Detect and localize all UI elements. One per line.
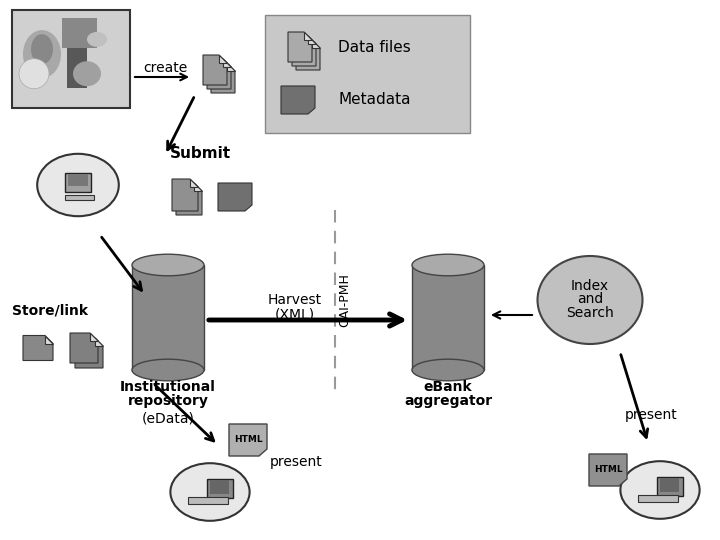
Polygon shape [218,183,252,211]
Text: Store/link: Store/link [12,303,88,317]
Polygon shape [292,36,316,66]
Text: Harvest: Harvest [268,293,322,307]
Text: present: present [270,455,323,469]
Text: HTML: HTML [234,435,262,444]
Text: Data files: Data files [338,39,410,55]
Polygon shape [176,183,202,215]
Ellipse shape [37,154,119,216]
Polygon shape [223,59,231,67]
FancyBboxPatch shape [657,476,683,496]
Polygon shape [288,32,312,62]
Polygon shape [23,335,53,361]
Polygon shape [308,36,316,44]
Text: OAI-PMH: OAI-PMH [338,273,351,327]
Polygon shape [190,179,198,187]
Text: HTML: HTML [594,465,622,475]
FancyBboxPatch shape [62,18,97,48]
Ellipse shape [171,463,250,521]
Text: Index: Index [571,279,609,293]
Ellipse shape [23,30,61,78]
FancyBboxPatch shape [65,194,94,200]
FancyBboxPatch shape [207,478,233,498]
FancyBboxPatch shape [265,15,470,133]
Polygon shape [304,32,312,40]
Ellipse shape [412,359,484,381]
Polygon shape [207,59,231,89]
FancyBboxPatch shape [210,480,229,494]
FancyBboxPatch shape [189,497,228,504]
Text: Metadata: Metadata [338,92,410,107]
Text: Institutional: Institutional [120,380,216,394]
Polygon shape [229,424,267,456]
Text: aggregator: aggregator [404,394,492,408]
Text: eBank: eBank [423,380,472,394]
Polygon shape [194,183,202,191]
Text: Search: Search [566,306,614,320]
Polygon shape [589,454,627,486]
Polygon shape [203,55,227,85]
FancyBboxPatch shape [68,174,88,186]
Ellipse shape [87,32,107,47]
Ellipse shape [132,254,204,276]
Text: present: present [625,408,678,422]
Ellipse shape [73,61,101,86]
FancyBboxPatch shape [12,10,130,108]
Polygon shape [70,333,98,363]
Text: create: create [143,61,187,75]
FancyBboxPatch shape [660,478,679,491]
Polygon shape [95,338,103,346]
FancyBboxPatch shape [65,173,91,192]
FancyBboxPatch shape [639,495,678,502]
Polygon shape [219,55,227,63]
Polygon shape [75,338,103,368]
Polygon shape [312,40,320,48]
Polygon shape [211,63,235,93]
Text: and: and [577,292,603,306]
FancyBboxPatch shape [67,33,87,88]
Polygon shape [172,179,198,211]
Polygon shape [132,265,204,370]
Text: (XML): (XML) [275,308,315,322]
Polygon shape [296,40,320,70]
Polygon shape [281,86,315,114]
Ellipse shape [412,254,484,276]
Text: Submit: Submit [170,145,231,160]
Ellipse shape [19,59,49,89]
Ellipse shape [621,461,700,519]
Polygon shape [227,63,235,71]
Polygon shape [90,333,98,341]
Ellipse shape [31,34,53,64]
Text: (eData): (eData) [142,411,194,425]
Text: repository: repository [127,394,208,408]
Ellipse shape [538,256,642,344]
Ellipse shape [132,359,204,381]
Polygon shape [45,335,53,343]
Polygon shape [412,265,484,370]
